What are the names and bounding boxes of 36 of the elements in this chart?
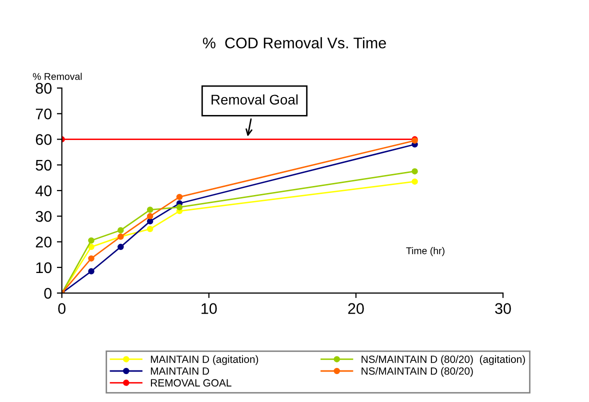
point bbox=[118, 244, 124, 250]
point bbox=[88, 255, 94, 262]
y-tick-label: 20 bbox=[36, 236, 52, 248]
chart-title: % COD Removal Vs. Time bbox=[202, 37, 386, 48]
point bbox=[146, 206, 154, 213]
point bbox=[412, 178, 418, 185]
y-tick-label: 50 bbox=[36, 160, 52, 171]
x-tick-label: 0 bbox=[58, 303, 66, 314]
x-tick-label: 10 bbox=[202, 303, 217, 314]
point bbox=[88, 244, 94, 250]
y-tick-label: 80 bbox=[36, 82, 52, 94]
x-tick-label: 30 bbox=[495, 303, 511, 314]
point bbox=[176, 194, 183, 200]
x-axis-title: Time (hr) bbox=[406, 247, 444, 256]
point bbox=[88, 237, 94, 244]
y-tick-label: 60 bbox=[36, 134, 52, 145]
point bbox=[176, 204, 183, 210]
legend-label: REMOVAL GOAL bbox=[150, 379, 232, 387]
legend-label: MAINTAIN D bbox=[150, 367, 210, 375]
point bbox=[412, 168, 418, 174]
y-tick-label: 40 bbox=[35, 185, 52, 196]
point bbox=[88, 268, 94, 274]
y-tick-label: 30 bbox=[36, 211, 52, 222]
point bbox=[146, 218, 154, 224]
x-tick-label: 20 bbox=[348, 303, 364, 314]
legend-label: NS/MAINTAIN D (80/20) (agitation) bbox=[362, 355, 525, 366]
legend-label: MAINTAIN D (agitation) bbox=[150, 355, 258, 366]
point bbox=[146, 226, 154, 232]
y-axis-title: % Removal bbox=[32, 72, 82, 80]
y-tick-label: 70 bbox=[36, 108, 52, 120]
y-tick-label: 0 bbox=[44, 288, 52, 299]
point bbox=[118, 227, 124, 234]
point bbox=[146, 213, 154, 220]
y-tick-label: 10 bbox=[36, 262, 52, 274]
legend-label: NS/MAINTAIN D (80/20) bbox=[362, 367, 473, 377]
annotation: Removal Goal bbox=[212, 94, 298, 105]
